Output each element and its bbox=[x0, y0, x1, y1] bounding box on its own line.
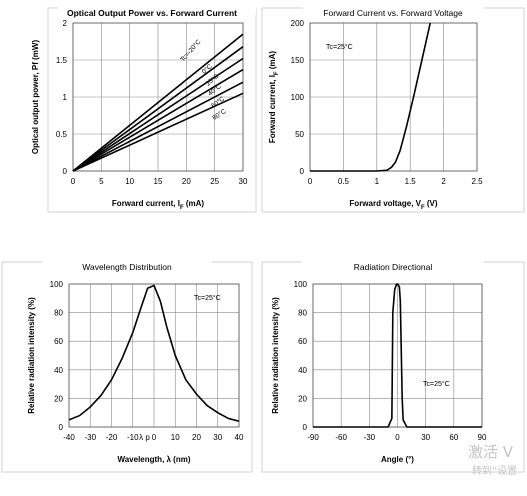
y-tick-label: 150 bbox=[291, 56, 305, 65]
x-tick-label: 2 bbox=[441, 177, 446, 186]
chart-4: Radiation Directional 0 20 40 60 80 100 -90 -60 -… bbox=[261, 259, 525, 473]
x-tick-label: 10 bbox=[125, 177, 134, 186]
chart-title: Forward Current vs. Forward Voltage bbox=[323, 8, 463, 18]
y-axis-label: Optical output power, Pf (mW) bbox=[31, 40, 40, 155]
chart-title-bg bbox=[58, 5, 256, 15]
chart-title: Radiation Directional bbox=[354, 262, 433, 272]
x-tick-label: 40 bbox=[235, 433, 244, 442]
x-axis-label: Wavelength, λ (nm) bbox=[117, 455, 190, 464]
x-tick-label: -30 bbox=[364, 433, 376, 442]
y-axis-label: Forward current, IF (mA) bbox=[268, 51, 280, 143]
y-tick-label: 40 bbox=[54, 366, 63, 375]
y-tick-label: 80 bbox=[54, 309, 63, 318]
y-tick-label: 0 bbox=[63, 167, 68, 176]
x-tick-label: -20 bbox=[106, 433, 118, 442]
series-line bbox=[72, 46, 244, 172]
series-line bbox=[72, 57, 244, 172]
y-tick-label: 20 bbox=[298, 394, 307, 403]
x-tick-label: 0 bbox=[152, 433, 157, 442]
x-tick-label: 15 bbox=[154, 177, 163, 186]
y-tick-label: 0 bbox=[59, 423, 64, 432]
x-tick-label: -40 bbox=[63, 433, 75, 442]
y-tick-label: 40 bbox=[298, 366, 307, 375]
x-tick-label: 0 bbox=[395, 433, 400, 442]
chart-title-bg bbox=[302, 259, 484, 269]
y-axis-label: Relative radiation intensity (%) bbox=[27, 297, 36, 414]
series-line bbox=[313, 283, 482, 428]
x-tick-label: -10 bbox=[127, 433, 139, 442]
x-tick-label: 0.5 bbox=[338, 177, 350, 186]
series-line bbox=[72, 81, 244, 172]
chart-2: Forward Current vs. Forward Voltage05010… bbox=[261, 5, 525, 213]
x-tick-label: 20 bbox=[182, 177, 191, 186]
y-tick-label: 60 bbox=[54, 337, 63, 346]
x-tick-label: -90 bbox=[307, 433, 319, 442]
y-tick-label: 50 bbox=[295, 130, 304, 139]
x-tick-label: 90 bbox=[478, 433, 487, 442]
series-line bbox=[72, 92, 244, 172]
plot-area-frame bbox=[309, 22, 478, 172]
plot-area-frame bbox=[68, 283, 240, 428]
x-tick-label: 30 bbox=[421, 433, 430, 442]
y-tick-label: 60 bbox=[298, 337, 307, 346]
y-tick-label: 1 bbox=[63, 93, 68, 102]
x-tick-label: 10 bbox=[171, 433, 180, 442]
y-tick-label: 80 bbox=[298, 309, 307, 318]
y-tick-label: 100 bbox=[291, 93, 305, 102]
y-tick-label: 20 bbox=[54, 394, 63, 403]
series-line bbox=[72, 33, 244, 172]
y-tick-label: 0.5 bbox=[56, 130, 68, 139]
series-line bbox=[68, 284, 240, 423]
series-label: Tc=-20°C bbox=[179, 38, 203, 64]
x-tick-label: 5 bbox=[99, 177, 104, 186]
x-tick-label: 60 bbox=[449, 433, 458, 442]
x-axis-label: Forward voltage, VF (V) bbox=[349, 199, 437, 211]
temperature-annotation: Tc=25°C bbox=[423, 380, 450, 388]
x-tick-label: 0 bbox=[308, 177, 313, 186]
x-tick-label: 30 bbox=[213, 433, 222, 442]
chart-1: Optical Output Power vs. Forward Current… bbox=[31, 5, 257, 213]
x-tick-label: λ p bbox=[139, 433, 150, 442]
series-line bbox=[310, 22, 432, 172]
x-tick-label: 0 bbox=[71, 177, 76, 186]
x-tick-label: 20 bbox=[192, 433, 201, 442]
y-tick-label: 1.5 bbox=[56, 56, 68, 65]
chart-title-bg bbox=[302, 5, 484, 15]
chart-title: Optical Output Power vs. Forward Current bbox=[67, 8, 237, 18]
temperature-annotation: Tc=25°C bbox=[326, 43, 353, 51]
series-line bbox=[72, 68, 244, 172]
x-tick-label: 1 bbox=[375, 177, 380, 186]
chart-panel-border bbox=[261, 7, 525, 213]
x-tick-label: 30 bbox=[239, 177, 248, 186]
x-axis-label: Forward current, IF (mA) bbox=[112, 199, 204, 211]
x-tick-label: 25 bbox=[210, 177, 219, 186]
temperature-annotation: Tc=25°C bbox=[194, 294, 221, 302]
y-axis-label: Relative radiation intensity (%) bbox=[271, 297, 280, 414]
y-tick-label: 100 bbox=[294, 280, 308, 289]
chart-title-bg bbox=[42, 259, 212, 269]
y-tick-label: 0 bbox=[300, 167, 305, 176]
y-tick-label: 200 bbox=[291, 19, 305, 28]
x-tick-label: 2.5 bbox=[471, 177, 483, 186]
y-tick-label: 0 bbox=[303, 423, 308, 432]
plot-area-frame bbox=[72, 22, 244, 172]
series-label: 0°C bbox=[200, 62, 214, 75]
x-tick-label: -30 bbox=[84, 433, 96, 442]
x-axis-label: Angle (°) bbox=[381, 455, 414, 464]
x-tick-label: -60 bbox=[335, 433, 347, 442]
y-tick-label: 100 bbox=[50, 280, 64, 289]
watermark-line2: 转到“设置 bbox=[472, 464, 517, 477]
watermark-line1: 激活 V bbox=[468, 443, 514, 461]
x-tick-label: 1.5 bbox=[405, 177, 417, 186]
y-tick-label: 2 bbox=[63, 19, 68, 28]
chart-title: Wavelength Distribution bbox=[82, 262, 172, 272]
